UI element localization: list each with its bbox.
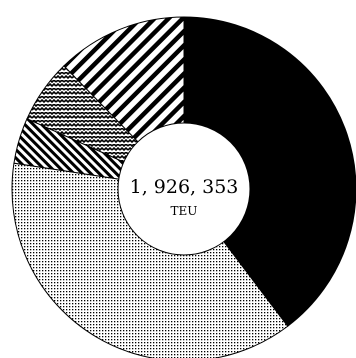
donut-slice-1 <box>183 16 356 327</box>
donut-slice-2 <box>11 162 289 358</box>
donut-hole <box>117 122 251 256</box>
center-total-label: 1, 926, 353 <box>130 176 239 198</box>
center-unit-label: TEU <box>171 204 198 218</box>
